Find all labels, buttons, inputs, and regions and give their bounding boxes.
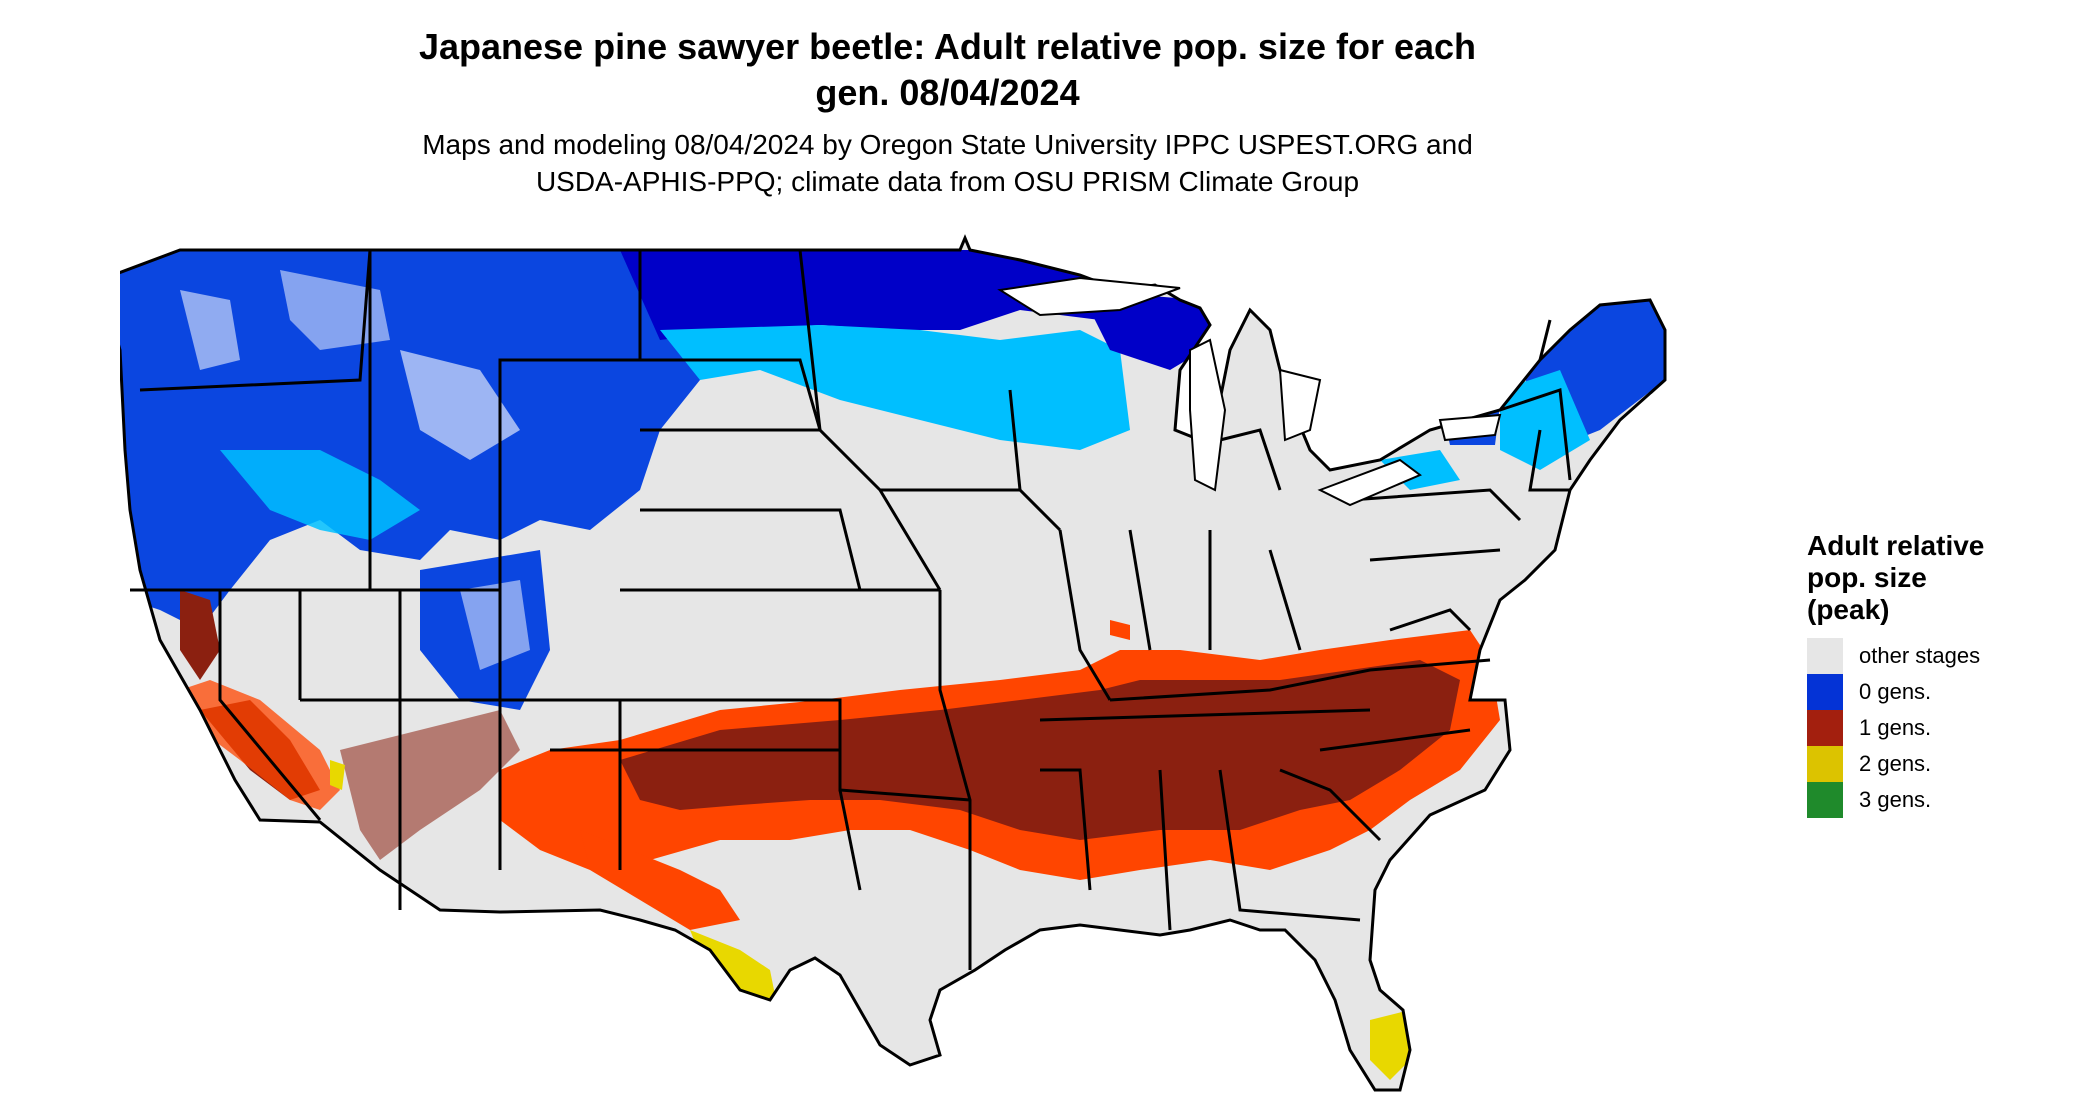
legend-item-0-gens: 0 gens.: [1807, 674, 1984, 710]
gen0-colorado-white: [460, 580, 530, 670]
gen1-arizona-streaks: [340, 710, 520, 860]
legend-title: Adult relative pop. size (peak): [1807, 530, 1984, 626]
state-borders: [120, 236, 1667, 1092]
gen0-north-plains-dark: [620, 250, 1120, 340]
legend-title-line-3: (peak): [1807, 594, 1890, 625]
legend: Adult relative pop. size (peak) other st…: [1807, 530, 1984, 818]
legend-swatch: [1807, 746, 1843, 782]
us-map-svg: [120, 236, 1667, 1092]
gen2-desert-spot: [330, 760, 345, 790]
gen1-illinois-spot: [1110, 620, 1130, 640]
lake-huron: [1278, 368, 1322, 442]
legend-label: other stages: [1859, 643, 1981, 668]
legend-item-1-gens: 1 gens.: [1807, 710, 1984, 746]
legend-swatch: [1807, 710, 1843, 746]
legend-label: 3 gens.: [1859, 787, 1932, 812]
legend-item-other-stages: other stages: [1807, 638, 1984, 674]
gen2-south-florida: [1370, 1010, 1410, 1080]
legend-label: 0 gens.: [1859, 679, 1932, 704]
map-title: Japanese pine sawyer beetle: Adult relat…: [0, 24, 1895, 116]
title-line-2: gen. 08/04/2024: [815, 72, 1080, 113]
gen1-south-belt-dark: [620, 660, 1460, 840]
lake-superior: [997, 276, 1181, 317]
subtitle-line-2: USDA-APHIS-PPQ; climate data from OSU PR…: [535, 166, 1360, 197]
gen1-socal-orange: [180, 680, 340, 810]
us-map: [120, 230, 1770, 1116]
lake-erie: [1317, 458, 1422, 507]
legend-item-3-gens: 3 gens.: [1807, 782, 1984, 818]
legend-swatch: [1807, 638, 1843, 674]
legend-swatch: [1807, 782, 1843, 818]
map-subtitle: Maps and modeling 08/04/2024 by Oregon S…: [0, 126, 1895, 200]
legend-label: 2 gens.: [1859, 751, 1932, 776]
legend-swatch: [1807, 674, 1843, 710]
great-lakes: [997, 276, 1502, 507]
lake-michigan: [1189, 338, 1227, 492]
gen0-northwest: [120, 250, 740, 630]
legend-title-line-2: pop. size: [1807, 562, 1927, 593]
gen0-cascades-white: [180, 290, 240, 370]
lake-ontario: [1438, 413, 1502, 442]
gen1-california-dark: [180, 590, 220, 680]
subtitle-line-1: Maps and modeling 08/04/2024 by Oregon S…: [422, 129, 1473, 160]
gen0-rockies-light: [400, 350, 520, 460]
legend-title-line-1: Adult relative: [1807, 530, 1985, 561]
legend-label: 1 gens.: [1859, 715, 1932, 740]
legend-item-2-gens: 2 gens.: [1807, 746, 1984, 782]
title-line-1: Japanese pine sawyer beetle: Adult relat…: [418, 26, 1477, 67]
